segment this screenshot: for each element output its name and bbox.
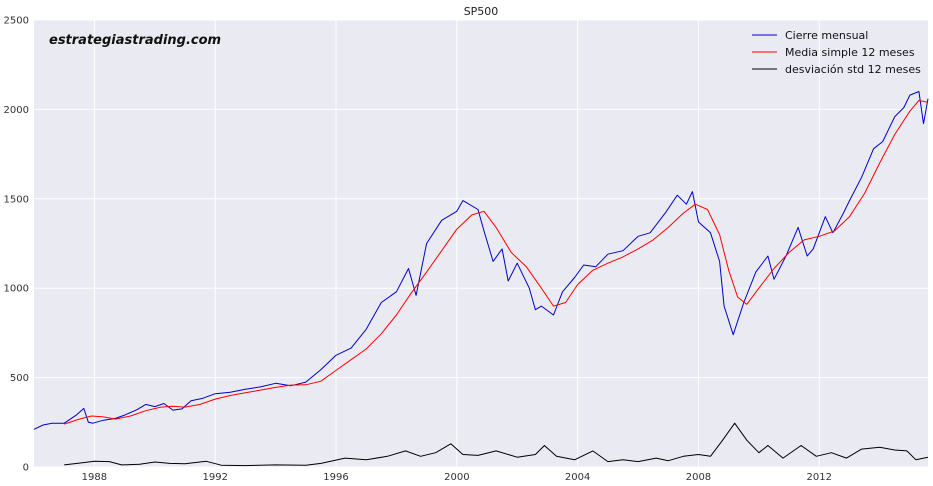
legend-label: Media simple 12 meses xyxy=(785,46,915,59)
series-line xyxy=(33,91,929,430)
y-tick-label: 0 xyxy=(23,463,29,474)
y-tick-label: 2500 xyxy=(4,16,29,27)
x-tick-label: 2004 xyxy=(565,472,590,483)
y-tick-label: 1000 xyxy=(4,284,29,295)
axis-labels: 0 500 1000 1500 2000 2500 1988 1992 1996 2000 2004… xyxy=(4,16,832,484)
legend: Cierre mensual Media simple 12 meses desvi… xyxy=(752,29,921,76)
watermark-text: estrategiastrading.com xyxy=(49,33,221,48)
x-tick-label: 1996 xyxy=(323,472,348,483)
legend-label: desviación std 12 meses xyxy=(785,63,921,76)
x-tick-label: 2000 xyxy=(444,472,469,483)
series-line xyxy=(64,422,929,467)
plot-background xyxy=(34,20,928,467)
chart-title: SP500 xyxy=(464,5,499,18)
legend-label: Cierre mensual xyxy=(785,29,868,42)
x-tick-label: 2012 xyxy=(807,472,832,483)
x-tick-label: 1988 xyxy=(82,472,107,483)
grid-lines xyxy=(34,19,928,468)
x-tick-label: 1992 xyxy=(202,472,227,483)
y-tick-label: 1500 xyxy=(4,194,29,205)
series-layer xyxy=(33,91,929,467)
series-line xyxy=(64,100,929,425)
x-tick-label: 2008 xyxy=(686,472,711,483)
y-tick-label: 2000 xyxy=(4,105,29,116)
y-tick-label: 500 xyxy=(10,373,29,384)
